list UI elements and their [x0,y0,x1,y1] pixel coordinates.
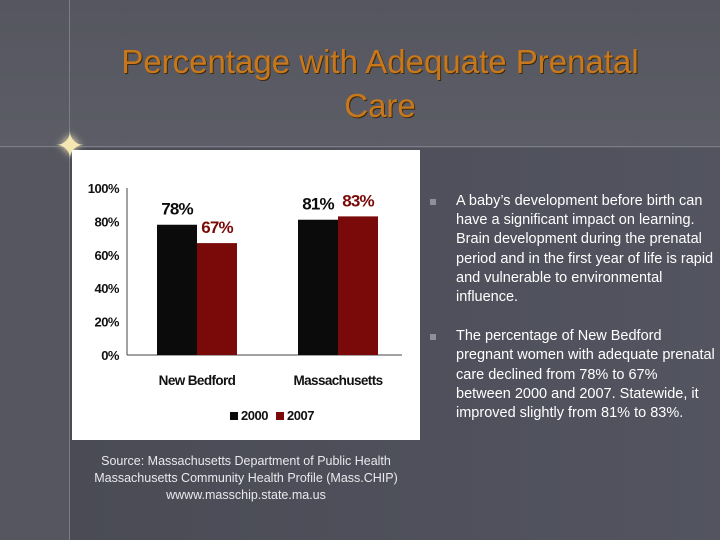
x-category-label: Massachusetts [294,373,383,388]
legend-label: 2000 [241,408,268,423]
data-label: 67% [201,218,233,237]
slide-title: Percentage with Adequate Prenatal Care [121,43,639,124]
y-tick-label: 60% [94,248,119,263]
source-note: Source: Massachusetts Department of Publ… [94,454,398,502]
legend-label: 2007 [287,408,314,423]
legend-swatch-2007 [276,412,284,420]
title-band [0,0,720,148]
bullet-text: The percentage of New Bedford pregnant w… [456,328,715,422]
y-tick-label: 80% [94,214,119,229]
divider-horizontal [0,146,720,147]
y-tick-label: 100% [88,181,120,196]
x-category-label: New Bedford [159,373,236,388]
chart-panel: 0% 20% 40% 60% 80% 100% 78% 67% New Bedford 81% 83… [72,150,420,440]
bullet-list: A baby’s development before birth can ha… [430,192,715,443]
bullet-square-icon [430,334,436,341]
data-label: 78% [161,200,193,219]
bullet-item: The percentage of New Bedford pregnant w… [430,327,715,423]
bullet-text: A baby’s development before birth can ha… [456,193,714,306]
bar-2000 [298,219,338,355]
data-label: 81% [302,195,334,214]
left-band [0,148,70,540]
y-tick-label: 0% [101,348,120,363]
bar-chart: 0% 20% 40% 60% 80% 100% 78% 67% New Bedford 81% 83… [88,181,402,423]
bullet-square-icon [430,199,436,205]
divider-vertical [69,0,70,540]
bar-2007 [338,216,378,355]
y-tick-label: 20% [94,315,119,330]
bar-2000 [157,224,197,355]
data-label: 83% [342,191,374,210]
bullet-item: A baby’s development before birth can ha… [430,192,715,307]
y-tick-label: 40% [94,281,119,296]
legend-swatch-2000 [230,412,238,420]
bar-2007 [197,243,237,355]
